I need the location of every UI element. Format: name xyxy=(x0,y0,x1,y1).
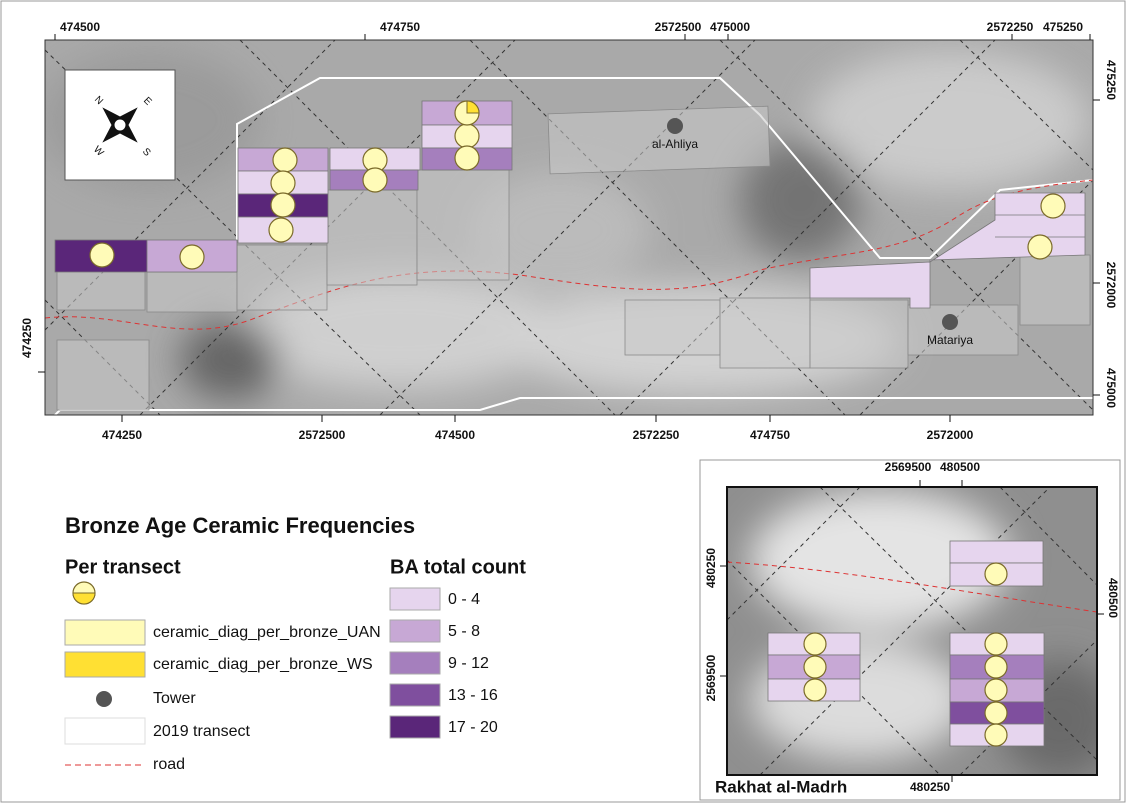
legend-heading: BA total count xyxy=(390,556,526,578)
legend-item: ceramic_diag_per_bronze_UAN xyxy=(153,624,381,641)
coordinate-label: 474500 xyxy=(60,20,100,34)
coordinate-label: 2569500 xyxy=(885,460,932,474)
coordinate-label: 2572250 xyxy=(633,428,680,442)
legend-title: Bronze Age Ceramic Frequencies xyxy=(65,513,415,538)
legend-item: 9 - 12 xyxy=(448,655,489,672)
coordinate-label: 480250 xyxy=(704,548,718,588)
north-arrow: N E W S xyxy=(65,70,175,180)
coordinate-label: 2572500 xyxy=(299,428,346,442)
coordinate-label: 474750 xyxy=(380,20,420,34)
coordinate-label: 2572000 xyxy=(1104,262,1118,309)
legend-swatch xyxy=(390,620,440,642)
coordinate-label: 2572000 xyxy=(927,428,974,442)
legend-item: 0 - 4 xyxy=(448,591,480,608)
place-label: Matariya xyxy=(927,333,973,347)
inset-title: Rakhat al-Madrh xyxy=(715,777,847,796)
legend-item: ceramic_diag_per_bronze_WS xyxy=(153,656,373,673)
legend-item: 2019 transect xyxy=(153,723,251,740)
legend-item: road xyxy=(153,756,185,773)
legend-heading: Per transect xyxy=(65,556,181,578)
map-layout: al-Ahliya Matariya N E W S Bronze Age Ce… xyxy=(0,0,1126,803)
legend-swatch xyxy=(390,684,440,706)
coordinate-label: 474500 xyxy=(435,428,475,442)
coordinate-label: 474250 xyxy=(102,428,142,442)
coordinate-label: 474250 xyxy=(20,318,34,358)
legend-item: 17 - 20 xyxy=(448,719,498,736)
coordinate-label: 2569500 xyxy=(704,654,718,701)
legend-swatch xyxy=(390,716,440,738)
legend-item: 13 - 16 xyxy=(448,687,498,704)
main-map xyxy=(40,40,1093,415)
coordinate-label: 2572250 xyxy=(987,20,1034,34)
inset-map xyxy=(727,487,1120,780)
coordinate-label: 475000 xyxy=(710,20,750,34)
legend-swatch xyxy=(390,588,440,610)
coordinate-label: 474750 xyxy=(750,428,790,442)
legend-item: Tower xyxy=(153,690,196,707)
place-label: al-Ahliya xyxy=(652,137,698,151)
coordinate-label: 475250 xyxy=(1104,60,1118,100)
coordinate-label: 480500 xyxy=(1106,578,1120,618)
coordinate-label: 480250 xyxy=(910,780,950,794)
coordinate-label: 480500 xyxy=(940,460,980,474)
legend-item: 5 - 8 xyxy=(448,623,480,640)
coordinate-label: 475250 xyxy=(1043,20,1083,34)
coordinate-label: 475000 xyxy=(1104,368,1118,408)
coordinate-label: 2572500 xyxy=(655,20,702,34)
legend-swatch xyxy=(390,652,440,674)
